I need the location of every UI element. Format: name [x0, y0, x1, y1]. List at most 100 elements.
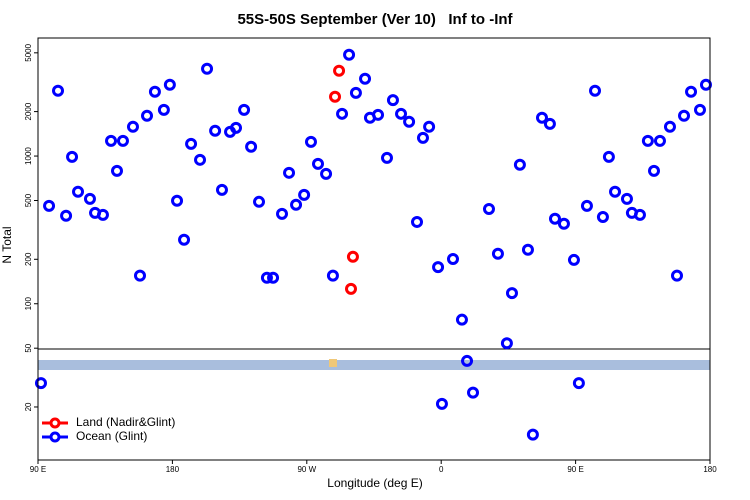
- point: [276, 207, 289, 220]
- point: [685, 85, 698, 98]
- map-strip: [38, 360, 710, 370]
- point: [267, 271, 280, 284]
- point: [260, 271, 273, 284]
- point: [446, 252, 459, 265]
- point: [336, 107, 349, 120]
- point: [83, 192, 96, 205]
- point: [157, 103, 170, 116]
- point: [461, 354, 474, 367]
- point: [290, 198, 303, 211]
- point: [482, 203, 495, 216]
- x-tick-label: 90 E: [567, 465, 583, 474]
- point: [648, 164, 660, 177]
- point: [171, 194, 184, 207]
- point: [329, 90, 342, 103]
- point: [395, 107, 408, 120]
- point: [693, 103, 706, 116]
- point: [163, 78, 176, 91]
- point: [678, 109, 691, 122]
- point: [435, 397, 448, 410]
- point: [521, 243, 534, 256]
- y-tick-label: 200: [24, 252, 33, 266]
- point: [596, 210, 609, 223]
- point: [432, 261, 445, 274]
- point: [66, 150, 79, 163]
- y-tick-label: 100: [24, 297, 33, 311]
- point: [238, 103, 251, 116]
- point: [513, 158, 526, 171]
- y-tick-label: 5000: [24, 43, 33, 61]
- point: [283, 166, 296, 179]
- point: [609, 185, 622, 198]
- y-tick-label: 2000: [24, 102, 33, 120]
- y-tick-label: 1000: [24, 147, 33, 165]
- point: [304, 135, 317, 148]
- point: [194, 153, 207, 166]
- point: [455, 313, 468, 326]
- legend-label: Land (Nadir&Glint): [76, 415, 175, 429]
- point: [670, 269, 683, 282]
- point: [663, 120, 676, 133]
- x-tick-label: 90 E: [30, 465, 46, 474]
- point: [633, 208, 646, 221]
- point: [60, 209, 73, 222]
- point: [201, 62, 214, 75]
- point: [245, 140, 258, 153]
- point: [178, 233, 191, 246]
- point: [326, 269, 339, 282]
- x-tick-label: 180: [703, 465, 717, 474]
- point: [349, 86, 362, 99]
- point: [423, 120, 436, 133]
- point: [346, 250, 359, 263]
- point: [359, 72, 372, 85]
- point: [620, 192, 633, 205]
- point: [110, 164, 123, 177]
- point: [500, 337, 513, 350]
- y-axis-label: N Total: [0, 226, 14, 263]
- point: [116, 134, 129, 147]
- point: [572, 377, 585, 390]
- x-tick-label: 90 W: [297, 465, 316, 474]
- point: [72, 185, 85, 198]
- point: [386, 94, 399, 107]
- point: [320, 167, 333, 180]
- point: [34, 377, 47, 390]
- point: [372, 108, 385, 121]
- point: [589, 84, 602, 97]
- point: [641, 134, 654, 147]
- plot-frame: [37, 37, 711, 461]
- legend-marker: [49, 431, 61, 443]
- point: [230, 121, 243, 134]
- point: [209, 124, 222, 137]
- point: [526, 428, 539, 441]
- point: [312, 157, 324, 170]
- point: [333, 64, 346, 77]
- point: [185, 137, 198, 150]
- point: [467, 386, 480, 399]
- point: [543, 117, 556, 130]
- point: [536, 111, 548, 124]
- point: [580, 199, 593, 212]
- point: [96, 208, 109, 221]
- point: [126, 120, 139, 133]
- point: [345, 282, 358, 295]
- point: [43, 199, 56, 212]
- y-tick-label: 500: [24, 193, 33, 207]
- point: [403, 115, 416, 128]
- chart-title: 55S-50S September (Ver 10) Inf to -Inf: [237, 11, 513, 28]
- point: [491, 247, 504, 260]
- point: [343, 48, 356, 61]
- point: [505, 287, 518, 300]
- y-tick-label: 50: [24, 343, 33, 352]
- point: [148, 85, 161, 98]
- point: [380, 151, 393, 164]
- point: [557, 217, 570, 230]
- x-axis-label: Longitude (deg E): [327, 476, 422, 490]
- point: [416, 131, 429, 144]
- legend-label: Ocean (Glint): [76, 429, 147, 443]
- point: [253, 195, 266, 208]
- x-tick-label: 180: [166, 465, 180, 474]
- point: [133, 269, 146, 282]
